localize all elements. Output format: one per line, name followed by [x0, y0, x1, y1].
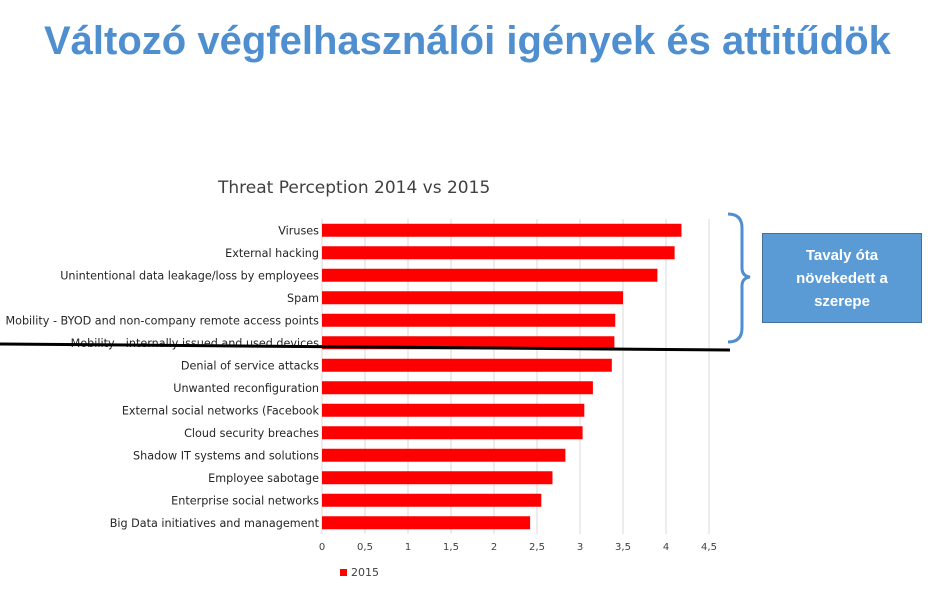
- x-tick-label: 4: [663, 542, 669, 553]
- category-label: Spam: [287, 292, 319, 305]
- chart-title: Threat Perception 2014 vs 2015: [218, 178, 491, 198]
- x-tick-label: 1,5: [443, 542, 459, 553]
- x-tick-label: 0: [319, 542, 325, 553]
- legend-label: 2015: [351, 566, 379, 579]
- chart-category-labels: Viruses External hacking Unintentional dat…: [5, 224, 319, 530]
- x-tick-label: 2: [491, 542, 497, 553]
- x-tick-label: 1: [405, 542, 411, 553]
- category-label: Unintentional data leakage/loss by emplo…: [60, 269, 319, 282]
- bar: [322, 358, 612, 372]
- x-tick-label: 4,5: [701, 542, 717, 553]
- category-label: Big Data initiatives and management: [110, 517, 320, 530]
- x-tick-label: 3,5: [615, 542, 631, 553]
- category-label: Cloud security breaches: [184, 427, 319, 440]
- bar: [322, 223, 682, 237]
- bar: [322, 493, 542, 507]
- category-label: Unwanted reconfiguration: [173, 382, 319, 395]
- bar: [322, 313, 616, 327]
- bar: [322, 246, 675, 260]
- x-tick-label: 2,5: [529, 542, 545, 553]
- chart-gridlines: [321, 219, 710, 534]
- bar: [322, 403, 585, 417]
- category-label: Denial of service attacks: [181, 359, 319, 372]
- category-label: Enterprise social networks: [171, 494, 319, 507]
- category-label: External social networks (Facebook: [122, 404, 320, 417]
- bar: [322, 268, 658, 282]
- bar: [322, 471, 553, 485]
- category-label: Employee sabotage: [208, 472, 319, 485]
- divider-line: [0, 342, 731, 352]
- bar: [322, 426, 583, 440]
- callout-box: Tavaly óta növekedett a szerepe: [762, 233, 922, 323]
- category-label: External hacking: [225, 247, 319, 260]
- callout-text: Tavaly óta növekedett a szerepe: [796, 246, 888, 310]
- legend-swatch: [340, 569, 347, 576]
- slide-title: Változó végfelhasználói igények és attit…: [44, 19, 891, 63]
- callout-bracket: [727, 212, 751, 344]
- bar: [322, 291, 623, 305]
- chart-legend: 2015: [340, 566, 379, 579]
- category-label: Viruses: [278, 224, 319, 237]
- chart-bars: [322, 223, 682, 530]
- chart-x-tick-labels: 0 0,5 1 1,5 2 2,5 3 3,5 4 4,5: [319, 542, 717, 553]
- bar: [322, 381, 593, 395]
- category-label: Mobility - BYOD and non-company remote a…: [5, 314, 319, 327]
- x-tick-label: 0,5: [357, 542, 373, 553]
- x-tick-label: 3: [577, 542, 583, 553]
- category-label: Shadow IT systems and solutions: [133, 449, 319, 462]
- bar: [322, 516, 531, 530]
- bar: [322, 448, 566, 462]
